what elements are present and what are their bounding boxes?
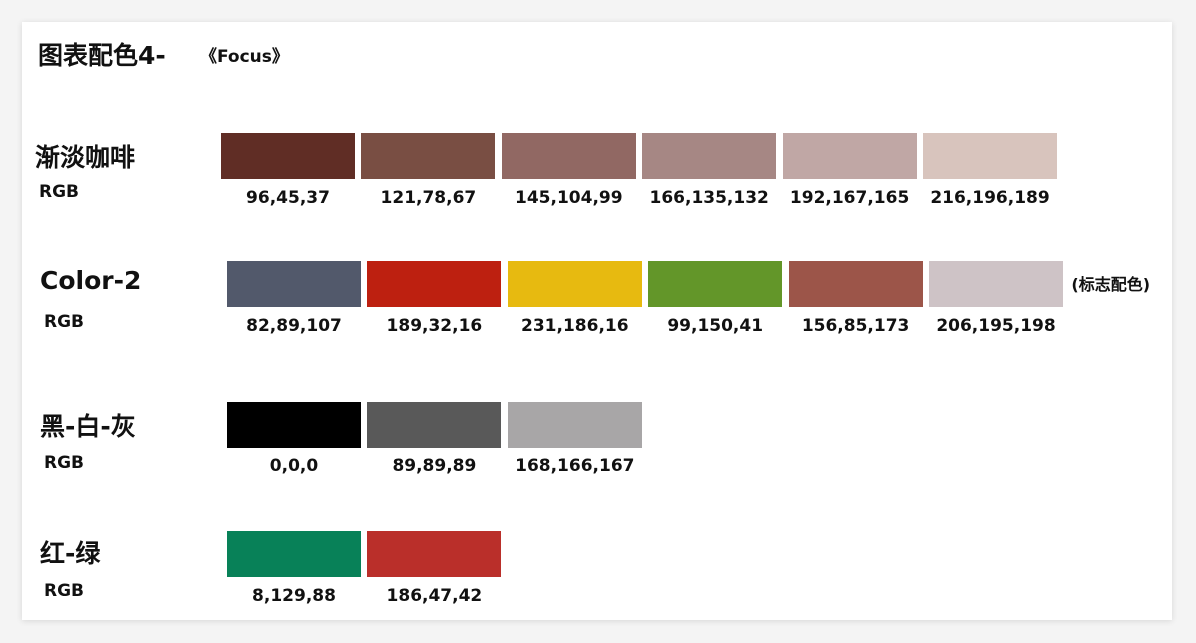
palette-label: 黑-白-灰 bbox=[40, 412, 136, 441]
palette-note: (标志配色) bbox=[1071, 275, 1151, 294]
color-swatch bbox=[642, 133, 777, 179]
color-swatch bbox=[367, 531, 502, 577]
rgb-value: 186,47,42 bbox=[386, 586, 483, 606]
color-swatch bbox=[788, 261, 923, 307]
color-swatch bbox=[923, 133, 1057, 179]
color-swatch bbox=[501, 133, 636, 179]
palette-label: 红-绿 bbox=[40, 539, 101, 568]
palette-label: Color-2 bbox=[40, 266, 142, 295]
rgb-value: 189,32,16 bbox=[386, 316, 483, 336]
title: 图表配色4- bbox=[38, 41, 166, 70]
card: 图表配色4- 《Focus》 渐淡咖啡 RGB 96,45,37 121,78,67 1… bbox=[22, 22, 1172, 620]
rgb-value: 206,195,198 bbox=[936, 316, 1056, 336]
rgb-value: 0,0,0 bbox=[269, 456, 319, 476]
rgb-value: 156,85,173 bbox=[801, 316, 910, 336]
color-swatch bbox=[367, 261, 502, 307]
palette-label: 渐淡咖啡 bbox=[35, 143, 136, 172]
rgb-value: 168,166,167 bbox=[515, 456, 635, 476]
rgb-label: RGB bbox=[44, 581, 85, 601]
color-swatch bbox=[367, 402, 502, 448]
color-swatch bbox=[507, 402, 642, 448]
rgb-value: 89,89,89 bbox=[392, 456, 477, 476]
rgb-value: 192,167,165 bbox=[789, 188, 910, 208]
rgb-value: 8,129,88 bbox=[252, 586, 336, 606]
subtitle: 《Focus》 bbox=[200, 47, 289, 67]
rgb-value: 99,150,41 bbox=[667, 316, 764, 336]
rgb-label: RGB bbox=[39, 182, 80, 202]
color-swatch bbox=[648, 261, 783, 307]
rgb-label: RGB bbox=[44, 453, 85, 473]
rgb-value: 121,78,67 bbox=[380, 188, 477, 208]
color-swatch bbox=[227, 531, 361, 577]
color-swatch bbox=[507, 261, 642, 307]
color-swatch bbox=[929, 261, 1063, 307]
rgb-value: 96,45,37 bbox=[246, 188, 330, 208]
color-swatch bbox=[361, 133, 496, 179]
rgb-value: 231,186,16 bbox=[521, 316, 629, 336]
color-swatch bbox=[227, 402, 361, 448]
rgb-value: 166,135,132 bbox=[649, 188, 769, 208]
rgb-value: 216,196,189 bbox=[930, 188, 1050, 208]
color-swatch bbox=[221, 133, 355, 179]
color-swatch bbox=[227, 261, 361, 307]
color-swatch bbox=[782, 133, 917, 179]
rgb-value: 145,104,99 bbox=[515, 188, 623, 208]
rgb-value: 82,89,107 bbox=[246, 316, 342, 336]
rgb-label: RGB bbox=[44, 312, 85, 332]
